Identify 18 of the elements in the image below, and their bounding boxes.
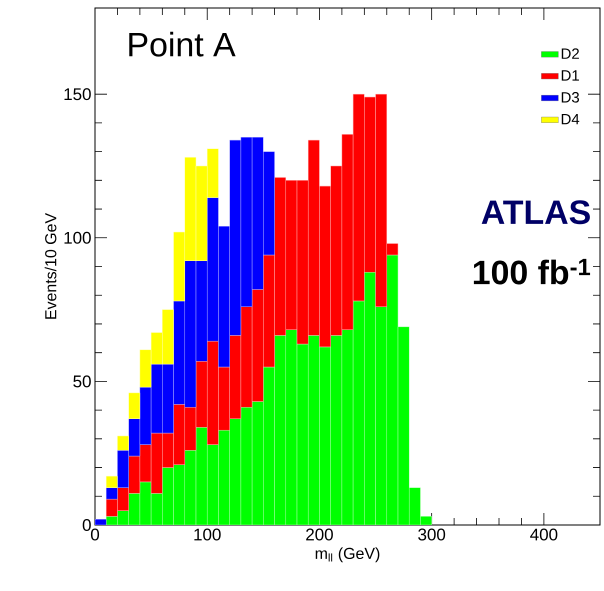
y-axis-title: Events/10 GeV — [44, 212, 56, 319]
x-tick-label: 100 — [194, 528, 221, 541]
y-tick-label: 150 — [64, 88, 91, 100]
legend-label: D1 — [562, 70, 579, 81]
legend-label: D3 — [562, 92, 580, 103]
annotation: ATLAS — [482, 200, 590, 224]
legend-label: D4 — [562, 114, 580, 124]
x-tick-label: 300 — [418, 528, 446, 541]
x-axis-title: m$_{ll}$ (GeV) — [316, 547, 380, 562]
x-tick-label: 0 — [90, 528, 100, 541]
x-tick-label: 400 — [530, 528, 558, 541]
annotation: Point A — [129, 32, 236, 57]
annotation: 100 fb$^{-1}$ — [474, 258, 590, 284]
y-tick-label: 50 — [73, 375, 91, 388]
x-tick-label: 200 — [306, 528, 333, 541]
y-tick-label: 100 — [64, 232, 91, 244]
legend-label: D2 — [562, 48, 579, 59]
y-tick-label: 0 — [82, 519, 91, 531]
